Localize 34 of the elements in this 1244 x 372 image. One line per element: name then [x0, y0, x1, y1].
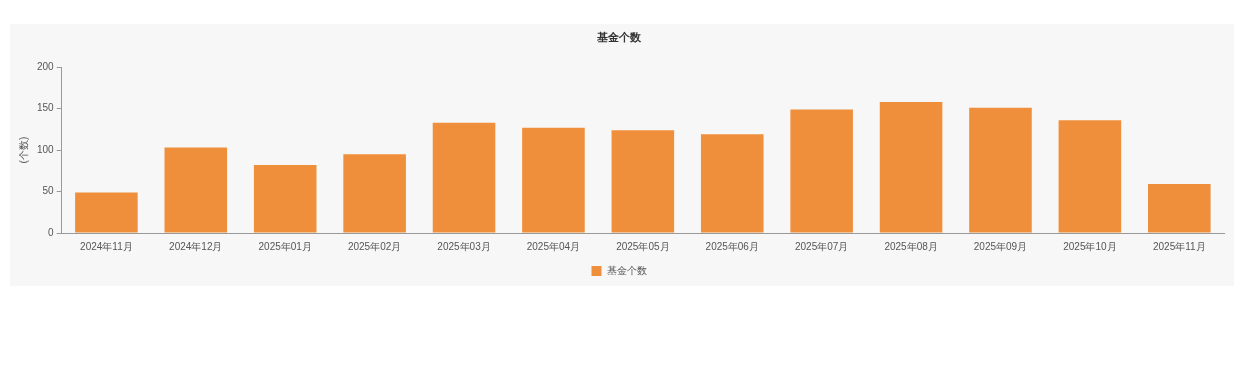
x-tick-label: 2025年08月	[884, 240, 938, 252]
bar	[1148, 184, 1211, 233]
y-tick-label: 50	[42, 185, 55, 197]
x-tick-label: 2024年11月	[80, 240, 133, 252]
x-tick-label: 2025年10月	[1063, 240, 1117, 252]
bar	[253, 165, 317, 233]
x-tick-label: 2025年02月	[347, 240, 402, 252]
bar	[343, 154, 406, 233]
x-tick-label: 2025年01月	[258, 240, 312, 252]
y-tick-label: 0	[48, 226, 55, 238]
bar	[1058, 120, 1122, 233]
y-tick-label: 150	[37, 102, 55, 114]
y-axis-title: (个数)	[17, 136, 29, 164]
bar	[700, 134, 764, 233]
bar	[522, 127, 585, 233]
bar	[879, 102, 943, 233]
x-tick-label: 2025年03月	[437, 240, 491, 252]
bar	[75, 192, 138, 233]
bar	[790, 109, 853, 233]
legend-label: 基金个数	[606, 264, 647, 276]
x-tick-label: 2025年04月	[526, 240, 581, 252]
chart-title: 基金个数	[596, 31, 642, 45]
y-tick-label: 200	[37, 60, 55, 72]
bar	[432, 122, 496, 233]
bar	[969, 107, 1032, 233]
bar	[611, 130, 675, 233]
x-tick-label: 2025年07月	[794, 240, 849, 252]
x-tick-label: 2024年12月	[169, 240, 223, 252]
x-tick-label: 2025年05月	[616, 240, 670, 252]
x-tick-label: 2025年11月	[1152, 240, 1206, 252]
x-tick-label: 2025年09月	[973, 240, 1028, 252]
bar	[164, 147, 228, 233]
x-tick-label: 2025年06月	[705, 240, 759, 252]
y-tick-label: 100	[37, 143, 55, 155]
